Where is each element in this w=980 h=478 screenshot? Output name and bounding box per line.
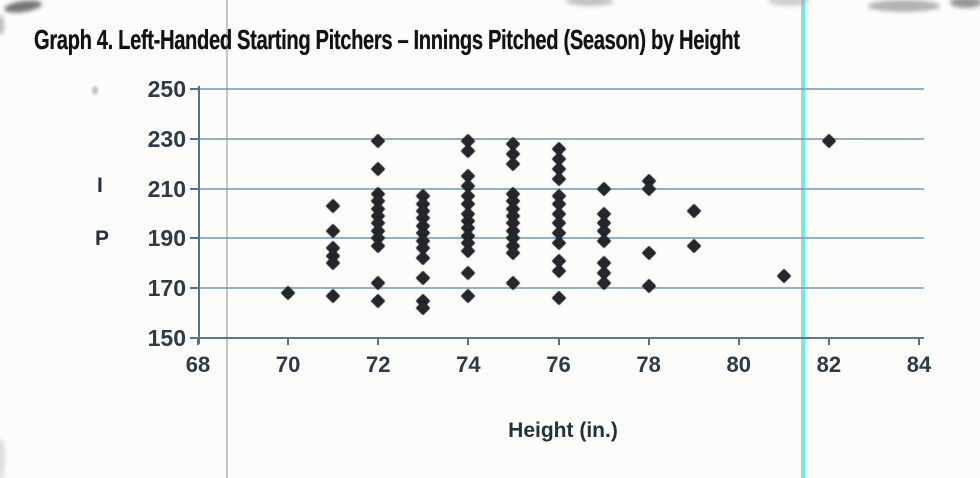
y-tick-mark	[190, 237, 199, 240]
x-tick-mark	[827, 338, 830, 345]
y-tick-label: 210	[147, 175, 186, 202]
scan-smudge	[768, 0, 810, 6]
gridline	[197, 88, 924, 90]
scan-smudge	[950, 0, 980, 8]
data-point-diamond	[416, 271, 431, 286]
gridline	[197, 187, 924, 190]
x-tick-mark	[557, 338, 560, 345]
scan-smudge	[3, 0, 43, 15]
x-tick-label: 76	[546, 352, 571, 377]
y-tick-mark	[190, 287, 199, 290]
gridline	[197, 287, 924, 290]
x-tick-label: 72	[366, 352, 391, 377]
scan-smudge	[566, 0, 614, 6]
x-tick-mark	[467, 338, 470, 345]
x-tick-mark	[377, 338, 380, 345]
x-tick-label: 70	[275, 352, 301, 377]
x-tick-label: 78	[636, 352, 661, 377]
data-point-diamond	[461, 288, 476, 303]
data-point-diamond	[641, 246, 656, 261]
data-point-diamond	[371, 134, 386, 149]
y-tick-label: 250	[147, 76, 186, 102]
data-point-diamond	[686, 203, 701, 219]
data-point-diamond	[371, 293, 386, 308]
data-point-diamond	[686, 238, 701, 253]
y-tick-label: 230	[147, 125, 186, 152]
data-point-diamond	[326, 288, 341, 303]
gridline	[197, 137, 924, 140]
data-point-diamond	[551, 263, 566, 278]
y-axis-title-line1: I	[97, 174, 103, 197]
x-tick-mark	[197, 338, 199, 345]
scan-smudge	[868, 0, 940, 12]
x-tick-mark	[287, 338, 290, 345]
data-point-diamond	[596, 233, 611, 248]
data-point-diamond	[461, 266, 476, 281]
data-point-diamond	[371, 161, 386, 176]
x-tick-mark	[647, 338, 650, 345]
data-point-diamond	[596, 181, 611, 196]
data-point-diamond	[506, 156, 521, 171]
scan-smudge	[92, 86, 98, 95]
y-tick-label: 150	[147, 325, 186, 351]
y-tick-mark	[190, 88, 199, 90]
scan-smudge	[0, 438, 5, 478]
data-point-diamond	[461, 144, 476, 159]
data-point-diamond	[326, 223, 341, 238]
chart-title: Graph 4. Left-Handed Starting Pitchers –…	[34, 24, 740, 55]
data-point-diamond	[416, 251, 431, 266]
scan-smudge	[0, 15, 4, 35]
x-tick-label: 84	[906, 352, 932, 377]
x-tick-label: 80	[726, 352, 751, 377]
y-tick-label: 170	[147, 275, 186, 302]
y-axis-line	[198, 86, 200, 344]
data-point-diamond	[641, 278, 656, 293]
x-tick-label: 74	[456, 352, 481, 377]
y-tick-label: 190	[147, 225, 186, 252]
x-axis-line	[197, 337, 924, 339]
data-point-diamond	[551, 171, 566, 186]
y-tick-mark	[190, 187, 199, 190]
x-tick-label: 82	[816, 352, 842, 377]
y-tick-mark	[190, 337, 199, 339]
data-point-diamond	[551, 291, 566, 306]
x-tick-mark	[918, 338, 920, 345]
x-axis-title: Height (in.)	[508, 419, 618, 442]
data-point-diamond	[326, 198, 341, 214]
data-point-diamond	[821, 134, 836, 149]
x-tick-label: 68	[185, 352, 211, 377]
x-tick-mark	[737, 338, 740, 345]
y-tick-mark	[190, 137, 199, 140]
y-axis-title-line2: P	[95, 227, 110, 250]
data-point-diamond	[776, 268, 791, 283]
